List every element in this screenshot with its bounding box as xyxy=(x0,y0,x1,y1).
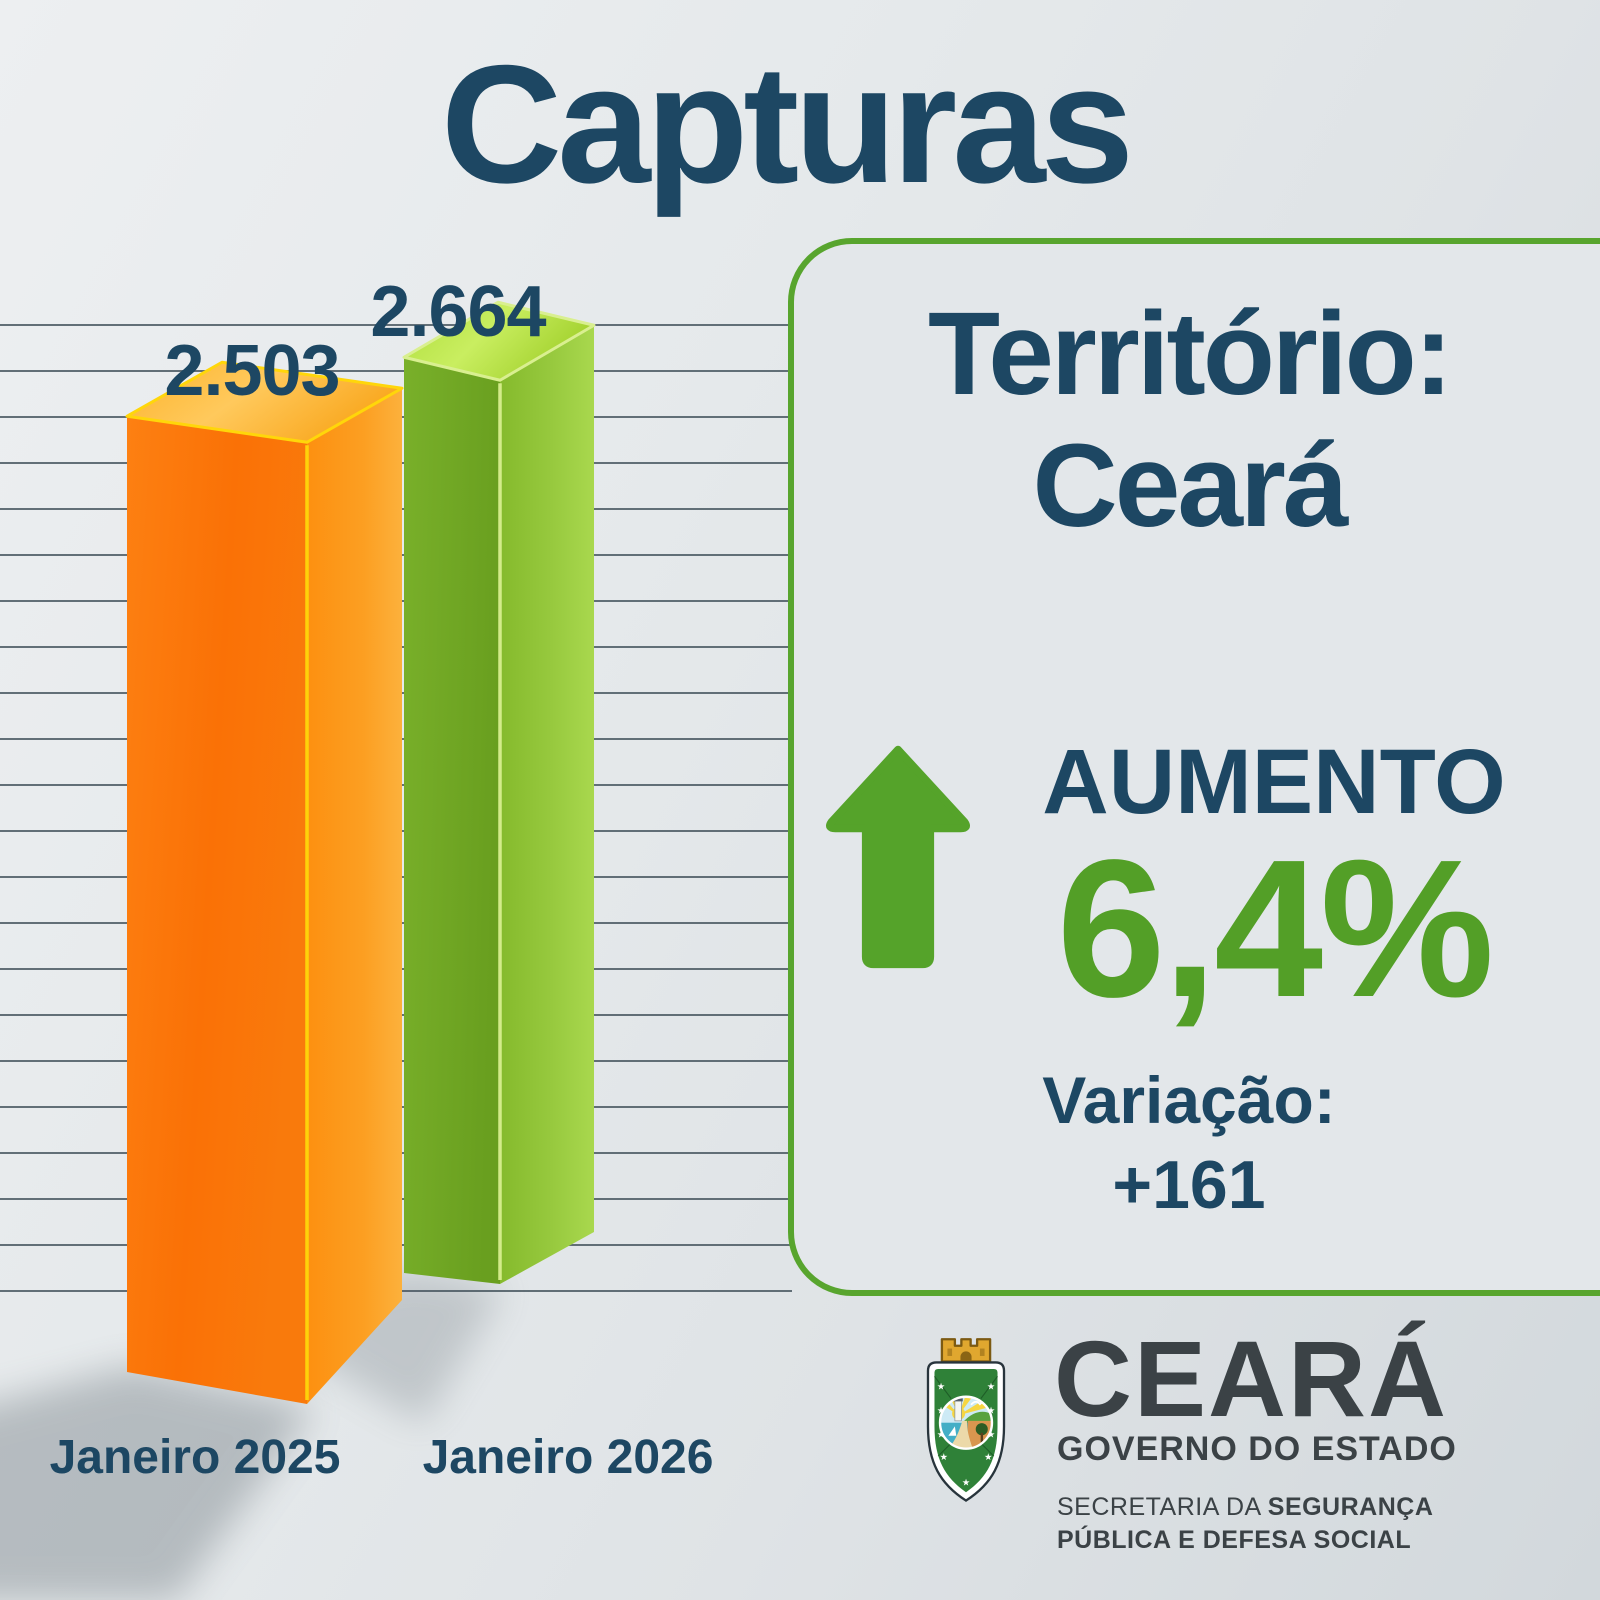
logo-state-name: CEARÁ xyxy=(1054,1318,1449,1439)
variation-label: Variação: xyxy=(1042,1063,1336,1137)
variation-value: +161 xyxy=(1112,1147,1266,1223)
logo-secretary-bold2: PÚBLICA E DEFESA SOCIAL xyxy=(1057,1526,1412,1554)
svg-text:★: ★ xyxy=(987,1405,995,1415)
territory-heading: Território: Ceará xyxy=(794,288,1584,552)
territory-label: Território: xyxy=(927,288,1453,420)
shield-stars: ★ ★ ★ ★ ★ ★ ★ ★ ★ xyxy=(937,1381,995,1487)
bar-value-label-jan2026: 2.664 xyxy=(370,272,546,353)
bar-value-label-jan2025: 2.503 xyxy=(164,331,340,412)
territory-name: Ceará xyxy=(1032,420,1348,553)
category-label-jan2025: Janeiro 2025 xyxy=(49,1431,341,1484)
ceara-government-logo: ★ ★ ★ ★ ★ ★ ★ ★ ★ xyxy=(902,1318,1542,1578)
svg-text:★: ★ xyxy=(937,1381,945,1391)
svg-text:★: ★ xyxy=(937,1430,945,1440)
castle-crown-icon xyxy=(940,1338,992,1363)
logo-secretary-label: SECRETARIA DA SEGURANÇA PÚBLICA E DEFESA… xyxy=(1057,1491,1433,1557)
shield-body: ★ ★ ★ ★ ★ ★ ★ ★ ★ xyxy=(926,1361,1006,1502)
svg-text:★: ★ xyxy=(940,1452,948,1462)
svg-text:★: ★ xyxy=(962,1478,970,1488)
svg-text:★: ★ xyxy=(937,1405,945,1415)
chart-bars xyxy=(125,300,596,1404)
page-title: Capturas xyxy=(440,30,1134,218)
logo-secretary-bold1: SEGURANÇA xyxy=(1267,1493,1434,1521)
svg-text:★: ★ xyxy=(987,1381,995,1391)
ceara-coat-of-arms: ★ ★ ★ ★ ★ ★ ★ ★ ★ xyxy=(926,1338,1006,1502)
category-label-jan2026: Janeiro 2026 xyxy=(422,1431,714,1484)
increase-label: AUMENTO xyxy=(1042,731,1506,833)
svg-text:★: ★ xyxy=(984,1452,992,1462)
arrow-up-icon xyxy=(826,745,970,969)
increase-percent: 6,4% xyxy=(1056,819,1495,1038)
territory-panel: Território: Ceará AUMENTO 6,4% Variação:… xyxy=(788,238,1600,1296)
logo-government-label: GOVERNO DO ESTADO xyxy=(1057,1430,1457,1468)
svg-text:★: ★ xyxy=(987,1430,995,1440)
logo-secretary-prefix: SECRETARIA DA xyxy=(1057,1493,1268,1521)
